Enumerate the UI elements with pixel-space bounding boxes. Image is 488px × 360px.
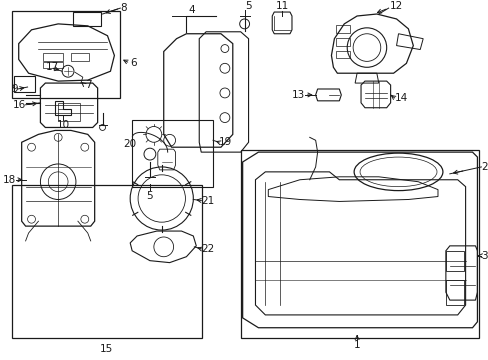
Text: 22: 22 bbox=[201, 244, 214, 254]
Bar bbox=[336, 50, 349, 58]
Bar bbox=[445, 251, 463, 270]
Bar bbox=[71, 54, 88, 61]
Text: 5: 5 bbox=[146, 190, 153, 201]
Text: 13: 13 bbox=[291, 90, 304, 100]
Bar bbox=[14, 76, 36, 92]
Text: 12: 12 bbox=[389, 1, 402, 11]
Bar bbox=[43, 54, 63, 61]
Text: 14: 14 bbox=[394, 93, 407, 103]
Text: 5: 5 bbox=[245, 1, 251, 11]
Text: 18: 18 bbox=[2, 175, 16, 185]
Text: 4: 4 bbox=[188, 5, 194, 15]
Text: 11: 11 bbox=[275, 1, 288, 11]
Bar bbox=[132, 120, 213, 187]
Bar bbox=[336, 25, 349, 33]
Bar bbox=[43, 62, 63, 68]
Text: 1: 1 bbox=[353, 339, 360, 350]
Text: 15: 15 bbox=[100, 345, 113, 355]
Bar bbox=[445, 280, 463, 305]
Bar bbox=[240, 150, 478, 338]
Text: 19: 19 bbox=[219, 137, 232, 147]
Text: 20: 20 bbox=[123, 139, 137, 149]
Text: 21: 21 bbox=[201, 197, 214, 207]
Text: 10: 10 bbox=[57, 120, 69, 130]
Text: 9: 9 bbox=[11, 84, 18, 94]
Bar bbox=[336, 38, 349, 46]
Bar bbox=[12, 11, 120, 98]
Text: 17: 17 bbox=[45, 62, 59, 72]
Bar bbox=[73, 12, 101, 26]
Bar bbox=[58, 103, 80, 121]
Text: 8: 8 bbox=[120, 3, 127, 13]
Bar bbox=[12, 185, 202, 338]
Text: 7: 7 bbox=[84, 80, 91, 90]
Text: 2: 2 bbox=[480, 162, 487, 172]
Text: 16: 16 bbox=[12, 100, 25, 110]
Text: 6: 6 bbox=[130, 58, 137, 68]
Text: 3: 3 bbox=[480, 251, 487, 261]
